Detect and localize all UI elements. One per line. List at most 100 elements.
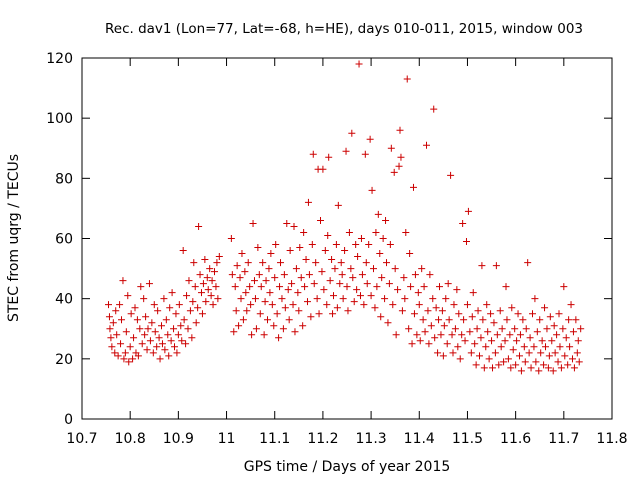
data-point (365, 241, 373, 249)
data-point (371, 304, 379, 312)
data-point (178, 337, 186, 345)
data-point (122, 328, 130, 336)
data-point (272, 241, 280, 249)
data-point (151, 328, 159, 336)
data-point (270, 322, 278, 330)
data-point (347, 265, 355, 273)
data-point (410, 310, 418, 318)
data-point (129, 355, 137, 363)
data-point (275, 334, 283, 342)
data-point (150, 301, 158, 309)
data-point (525, 349, 533, 357)
data-point (261, 298, 269, 306)
data-point (141, 331, 149, 339)
data-point (463, 301, 471, 309)
data-point (551, 349, 559, 357)
data-point (244, 259, 252, 267)
data-point (179, 247, 187, 255)
data-point (233, 262, 241, 270)
data-point (373, 283, 381, 291)
data-point (121, 349, 129, 357)
data-point (317, 216, 324, 224)
data-point (236, 274, 244, 282)
data-point (546, 313, 554, 321)
data-point (496, 307, 504, 315)
data-point (397, 153, 405, 161)
data-point (477, 334, 485, 342)
data-point (473, 325, 481, 333)
data-point (368, 186, 376, 194)
data-point (280, 271, 288, 279)
data-point (106, 325, 114, 333)
data-point (288, 280, 296, 288)
data-point (162, 316, 170, 324)
data-point (526, 334, 534, 342)
data-point (542, 343, 550, 351)
data-point (230, 328, 238, 336)
data-point (133, 316, 141, 324)
data-point (383, 259, 391, 267)
data-point (545, 352, 553, 360)
x-tick-label: 11.7 (548, 431, 579, 447)
data-point (450, 301, 458, 309)
data-point (168, 289, 176, 297)
data-point (519, 316, 527, 324)
data-point (566, 343, 574, 351)
data-point (300, 228, 308, 236)
data-point (231, 283, 239, 291)
data-point (362, 259, 370, 267)
x-tick-label: 11.6 (500, 431, 531, 447)
data-point (138, 340, 146, 348)
data-point (394, 286, 402, 294)
data-point (329, 310, 337, 318)
data-point (170, 325, 178, 333)
data-point (559, 325, 567, 333)
data-point (483, 301, 491, 309)
x-tick-label: 11.4 (404, 431, 435, 447)
data-point (560, 283, 568, 291)
data-point (172, 310, 180, 318)
data-point (192, 319, 200, 327)
data-point (283, 219, 291, 227)
data-point (105, 313, 113, 321)
data-point (149, 349, 157, 357)
data-point (301, 283, 309, 291)
data-point (164, 331, 172, 339)
data-point (437, 331, 445, 339)
data-point (285, 316, 293, 324)
data-point (156, 355, 164, 363)
data-point (161, 346, 169, 354)
data-point (321, 247, 329, 255)
data-point (328, 256, 336, 264)
data-point (127, 310, 135, 318)
data-point (199, 280, 207, 288)
data-point (215, 253, 223, 261)
data-point (466, 328, 474, 336)
data-point (424, 307, 432, 315)
data-point (116, 301, 124, 309)
x-axis-ticks: 10.7 10.8 10.9 11 11.1 11.2 11.3 11.4 11.5 11.6 11… (66, 58, 628, 447)
data-point (538, 337, 546, 345)
data-point (286, 247, 294, 255)
data-point (413, 331, 421, 339)
data-point (484, 328, 492, 336)
data-point (490, 319, 498, 327)
data-point (356, 292, 364, 300)
data-point (469, 289, 477, 297)
data-point (498, 325, 506, 333)
data-point (366, 135, 374, 143)
data-point (405, 325, 413, 333)
data-point (432, 304, 440, 312)
x-tick-label: 11.3 (356, 431, 387, 447)
data-point (495, 361, 503, 369)
data-point (323, 301, 331, 309)
data-point (189, 298, 197, 306)
data-point (435, 316, 443, 324)
data-point (395, 162, 403, 170)
data-point (426, 271, 434, 279)
data-point (131, 304, 139, 312)
data-point (488, 337, 496, 345)
data-point (308, 241, 316, 249)
data-point (232, 307, 240, 315)
data-point (249, 219, 257, 227)
